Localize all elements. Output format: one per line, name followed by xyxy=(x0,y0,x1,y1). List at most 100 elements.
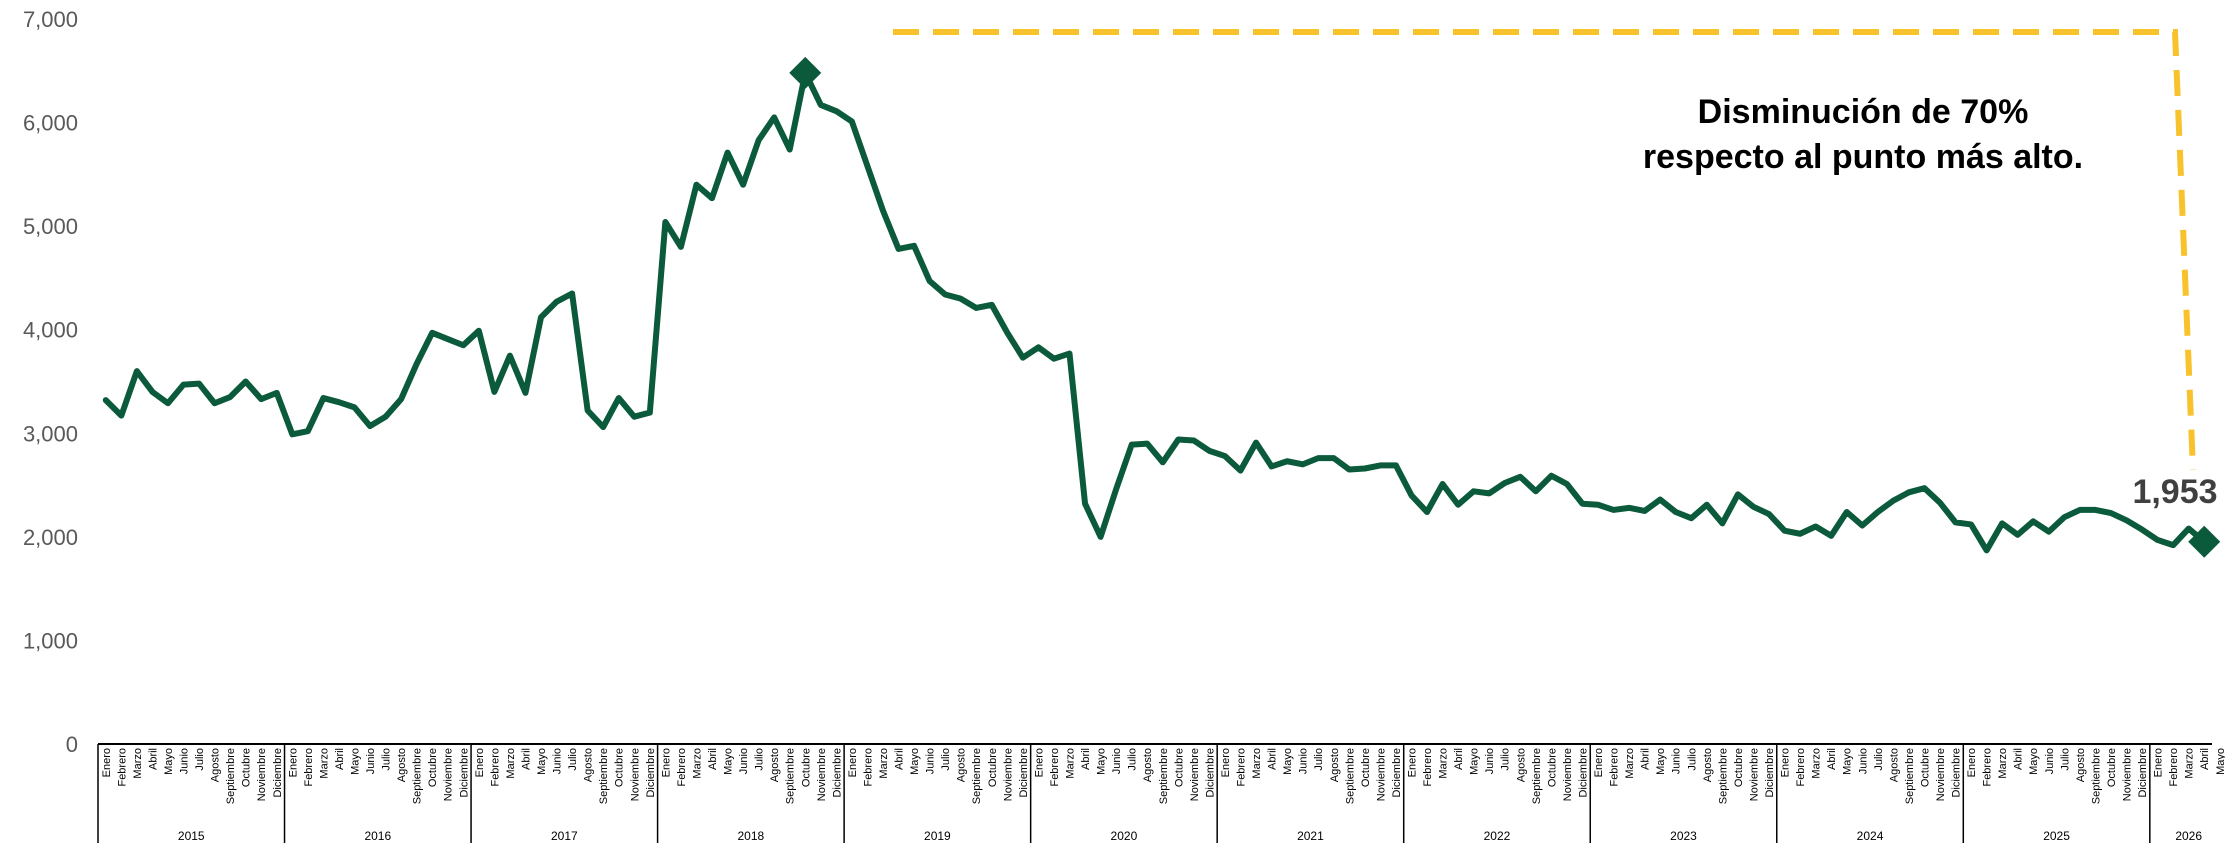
x-month-label: Abril xyxy=(707,748,719,770)
x-year-label: 2023 xyxy=(1670,829,1697,843)
x-month-label: Marzo xyxy=(1065,748,1077,779)
x-month-label: Mayo xyxy=(1096,748,1108,775)
x-year-label: 2025 xyxy=(2043,829,2070,843)
x-month-label: Diciembre xyxy=(1391,748,1403,798)
x-month-label: Abril xyxy=(894,748,906,770)
x-month-label: Junio xyxy=(738,748,750,774)
x-month-label: Octubre xyxy=(1919,748,1931,787)
x-month-label: Julio xyxy=(194,748,206,771)
x-month-label: Junio xyxy=(925,748,937,774)
x-month-label: Julio xyxy=(754,748,766,771)
x-month-label: Diciembre xyxy=(1577,748,1589,798)
annotation-line-1: Disminución de 70% xyxy=(1698,93,2029,131)
x-month-label: Febrero xyxy=(1049,748,1061,787)
x-month-label: Diciembre xyxy=(1764,748,1776,798)
x-month-label: Junio xyxy=(2044,748,2056,774)
x-month-label: Febrero xyxy=(1982,748,1994,787)
x-month-label: Mayo xyxy=(909,748,921,775)
y-tick-label: 7,000 xyxy=(23,7,78,32)
x-month-label: Mayo xyxy=(349,748,361,775)
x-month-label: Noviembre xyxy=(256,748,268,801)
x-month-label: Enero xyxy=(1033,748,1045,777)
x-month-label: Febrero xyxy=(862,748,874,787)
y-tick-label: 5,000 xyxy=(23,214,78,239)
x-month-label: Abril xyxy=(1453,748,1465,770)
x-month-label: Octubre xyxy=(1173,748,1185,787)
x-month-label: Octubre xyxy=(2106,748,2118,787)
x-month-label: Agosto xyxy=(1142,748,1154,782)
y-tick-label: 3,000 xyxy=(23,421,78,446)
x-month-label: Agosto xyxy=(1702,748,1714,782)
x-month-label: Noviembre xyxy=(1562,748,1574,801)
x-month-label: Diciembre xyxy=(1951,748,1963,798)
x-month-label: Febrero xyxy=(1609,748,1621,787)
x-month-label: Enero xyxy=(1966,748,1978,777)
highlight-point-marker xyxy=(789,56,822,89)
x-month-label: Febrero xyxy=(116,748,128,787)
x-month-label: Noviembre xyxy=(629,748,641,801)
x-month-label: Mayo xyxy=(1655,748,1667,775)
x-year-label: 2022 xyxy=(1484,829,1511,843)
x-month-label: Octubre xyxy=(241,748,253,787)
x-month-label: Abril xyxy=(2199,748,2211,770)
x-month-label: Enero xyxy=(1406,748,1418,777)
x-month-label: Septiembre xyxy=(2090,748,2102,804)
y-tick-label: 1,000 xyxy=(23,628,78,653)
x-month-label: Julio xyxy=(381,748,393,771)
x-month-label: Marzo xyxy=(1251,748,1263,779)
x-month-label: Abril xyxy=(520,748,532,770)
x-month-label: Octubre xyxy=(800,748,812,787)
y-tick-label: 6,000 xyxy=(23,111,78,136)
x-month-label: Agosto xyxy=(956,748,968,782)
x-month-label: Enero xyxy=(2153,748,2165,777)
x-month-label: Noviembre xyxy=(2122,748,2134,801)
x-month-label: Marzo xyxy=(1624,748,1636,779)
x-month-label: Marzo xyxy=(1438,748,1450,779)
x-month-label: Febrero xyxy=(676,748,688,787)
x-month-label: Abril xyxy=(147,748,159,770)
y-tick-label: 4,000 xyxy=(23,318,78,343)
x-month-label: Noviembre xyxy=(443,748,455,801)
series-line xyxy=(102,69,2208,554)
x-month-label: Noviembre xyxy=(1748,748,1760,801)
x-month-label: Septiembre xyxy=(1531,748,1543,804)
x-month-label: Julio xyxy=(1313,748,1325,771)
end-value-label: 1,953 xyxy=(2132,473,2217,511)
x-month-label: Abril xyxy=(334,748,346,770)
x-month-label: Septiembre xyxy=(971,748,983,804)
x-month-label: Agosto xyxy=(769,748,781,782)
x-month-label: Junio xyxy=(1111,748,1123,774)
x-month-label: Julio xyxy=(1873,748,1885,771)
x-month-label: Marzo xyxy=(691,748,703,779)
x-year-label: 2021 xyxy=(1297,829,1324,843)
x-month-label: Enero xyxy=(287,748,299,777)
x-month-label: Septiembre xyxy=(1344,748,1356,804)
x-month-label: Marzo xyxy=(505,748,517,779)
x-year-label: 2016 xyxy=(364,829,391,843)
highlight-point-marker xyxy=(2188,525,2221,558)
x-month-label: Marzo xyxy=(2184,748,2196,779)
x-month-label: Agosto xyxy=(1515,748,1527,782)
x-month-label: Septiembre xyxy=(225,748,237,804)
x-month-label: Mayo xyxy=(163,748,175,775)
callout-dashed-line xyxy=(893,29,2196,471)
x-month-label: Febrero xyxy=(2168,748,2180,787)
x-month-label: Diciembre xyxy=(272,748,284,798)
x-month-label: Junio xyxy=(365,748,377,774)
x-month-label: Noviembre xyxy=(1002,748,1014,801)
x-month-label: Noviembre xyxy=(1189,748,1201,801)
x-month-label: Marzo xyxy=(878,748,890,779)
x-month-label: Septiembre xyxy=(412,748,424,804)
x-month-label: Abril xyxy=(1267,748,1279,770)
x-month-label: Junio xyxy=(178,748,190,774)
x-month-label: Diciembre xyxy=(1204,748,1216,798)
x-month-label: Mayo xyxy=(2215,748,2225,775)
x-month-label: Agosto xyxy=(2075,748,2087,782)
x-month-label: Junio xyxy=(1671,748,1683,774)
x-month-label: Abril xyxy=(1826,748,1838,770)
x-month-label: Septiembre xyxy=(1904,748,1916,804)
y-axis-tick-labels: 0 1,000 2,000 3,000 4,000 5,000 6,000 7,000 xyxy=(23,7,78,757)
x-month-label: Enero xyxy=(1593,748,1605,777)
x-year-label: 2017 xyxy=(551,829,578,843)
x-month-label: Enero xyxy=(101,748,113,777)
